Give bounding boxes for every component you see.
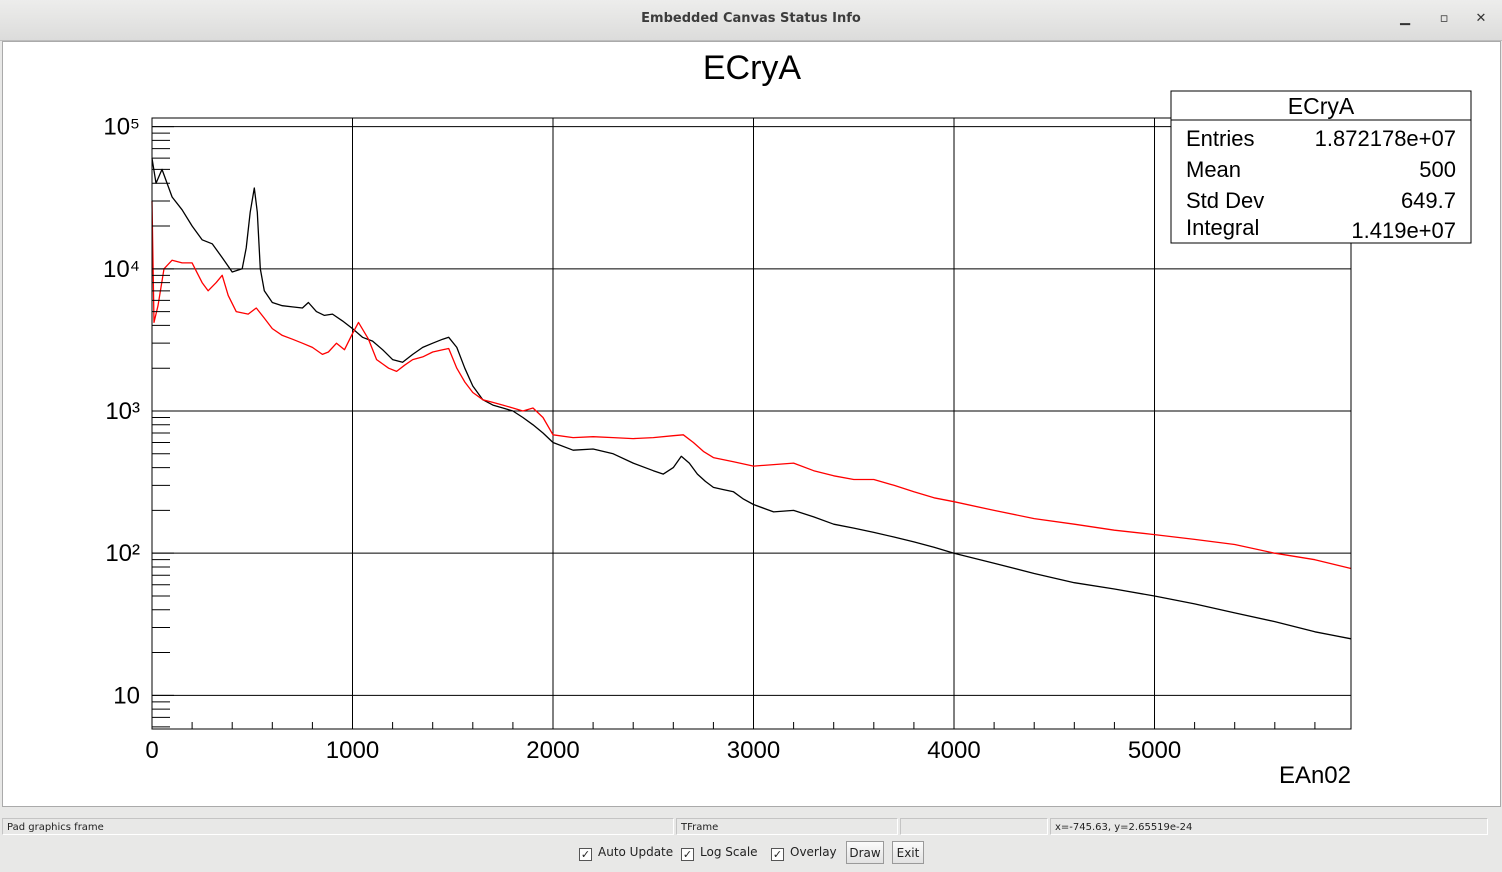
status-coordinates: x=-745.63, y=2.65519e-24	[1050, 818, 1488, 835]
chart-ticks	[151, 126, 1316, 729]
y-tick-label: 10²	[105, 540, 140, 567]
stats-mean-label: Mean	[1186, 157, 1241, 182]
x-axis-label: EAn02	[1279, 762, 1351, 789]
chart-grid	[152, 118, 1351, 729]
embedded-canvas[interactable]: ECryA 0 1000 2000 3000 4000 5000 10 10² 10³ 10⁴ 10…	[2, 41, 1501, 807]
auto-update-check-icon[interactable]: ✓	[579, 848, 592, 861]
minimize-button[interactable]: ▁	[1400, 11, 1410, 26]
control-bar: ✓ Auto Update ✓ Log Scale ✓ Overlay Draw Ex…	[0, 840, 1502, 868]
chart-tick-labels: 0 1000 2000 3000 4000 5000 10 10² 10³ 10⁴ 10⁵	[103, 114, 1181, 764]
stats-integral-label: Integral	[1186, 215, 1259, 240]
exit-button[interactable]: Exit	[892, 841, 924, 864]
x-tick-label: 3000	[727, 737, 780, 764]
log-scale-check-icon[interactable]: ✓	[681, 848, 694, 861]
x-tick-label: 4000	[927, 737, 980, 764]
status-bar: Pad graphics frame TFrame x=-745.63, y=2…	[0, 817, 1502, 838]
stats-stddev-value: 649.7	[1401, 188, 1456, 213]
chart-series	[151, 158, 1352, 640]
stats-entries-label: Entries	[1186, 126, 1254, 151]
y-tick-label: 10³	[105, 398, 140, 425]
stats-stddev-label: Std Dev	[1186, 188, 1264, 213]
log-scale-checkbox[interactable]: ✓ Log Scale	[681, 845, 758, 861]
status-object-class: TFrame	[676, 818, 898, 835]
window-titlebar: Embedded Canvas Status Info ▁ ▫ ✕	[0, 0, 1502, 41]
overlay-check-icon[interactable]: ✓	[771, 848, 784, 861]
x-tick-label: 5000	[1128, 737, 1181, 764]
stats-box[interactable]: ECryA Entries 1.872178e+07 Mean 500 Std …	[1170, 90, 1472, 244]
overlay-checkbox[interactable]: ✓ Overlay	[771, 845, 837, 861]
stats-entries-value: 1.872178e+07	[1315, 126, 1456, 151]
series-line-1	[151, 200, 1352, 570]
maximize-button[interactable]: ▫	[1439, 11, 1449, 26]
overlay-label: Overlay	[790, 845, 837, 859]
log-scale-label: Log Scale	[700, 845, 758, 859]
stats-title: ECryA	[1288, 93, 1355, 119]
draw-button[interactable]: Draw	[846, 841, 884, 864]
auto-update-checkbox[interactable]: ✓ Auto Update	[579, 845, 673, 861]
close-button[interactable]: ✕	[1475, 11, 1487, 26]
auto-update-label: Auto Update	[598, 845, 674, 859]
y-tick-label: 10⁴	[103, 256, 140, 283]
y-tick-label: 10⁵	[103, 114, 140, 141]
chart-title: ECryA	[703, 49, 802, 87]
stats-integral-value: 1.419e+07	[1351, 218, 1456, 243]
series-line-0	[151, 158, 1352, 640]
plot-frame	[151, 117, 1352, 730]
chart-svg[interactable]: ECryA 0 1000 2000 3000 4000 5000 10 10² 10³ 10⁴ 10…	[3, 42, 1500, 806]
status-info	[900, 818, 1048, 835]
x-tick-label: 2000	[526, 737, 579, 764]
window-title: Embedded Canvas Status Info	[641, 11, 861, 26]
x-tick-label: 1000	[326, 737, 379, 764]
y-tick-label: 10	[113, 682, 140, 709]
stats-mean-value: 500	[1419, 157, 1456, 182]
x-tick-label: 0	[145, 737, 158, 764]
status-object-name: Pad graphics frame	[2, 818, 674, 835]
